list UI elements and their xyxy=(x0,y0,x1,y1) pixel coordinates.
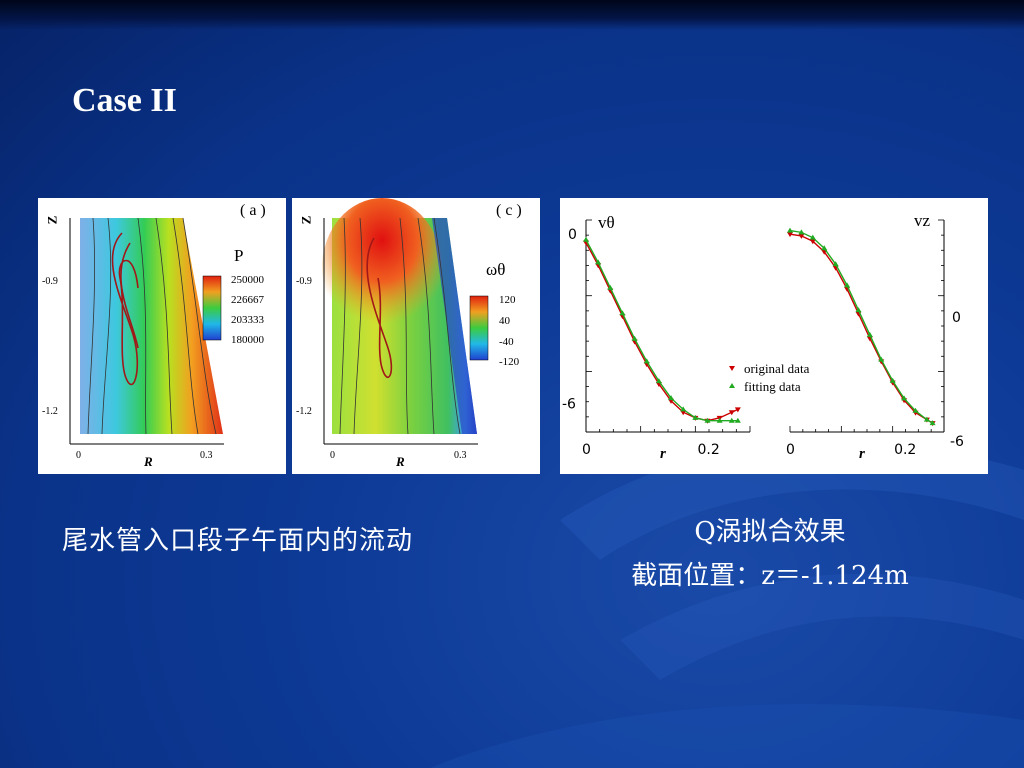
chart1-point-2 xyxy=(607,284,614,290)
chart2-point-2 xyxy=(787,227,793,233)
chart1-point-1 xyxy=(680,410,687,416)
chart1-title: vθ xyxy=(598,213,615,232)
chart2-point-2 xyxy=(889,377,896,383)
panel-c-r-tick-1: 0 xyxy=(330,450,335,461)
panel-a-legend-value-1: 250000 xyxy=(231,274,264,286)
panel-c-tag: ( c ) xyxy=(496,202,522,219)
chart2-y-tick-label: 0 xyxy=(952,310,961,326)
panel-a-z-tick-1: -0.9 xyxy=(42,276,58,287)
chart2-series-line-1 xyxy=(789,233,933,424)
panel-a-legend-value-4: 180000 xyxy=(231,334,264,346)
legend-marker-2 xyxy=(729,383,735,388)
chart2-series-line-2 xyxy=(789,229,933,424)
panel-c-r-label: R xyxy=(396,454,405,469)
chart1-x-tick-label: 0.2 xyxy=(697,442,719,458)
chart1-series-line-1 xyxy=(585,242,739,422)
chart1-point-2 xyxy=(734,417,741,423)
chart2-point-2 xyxy=(798,229,805,235)
panel-a-legend-value-3: 203333 xyxy=(231,314,264,326)
panel-c-r-tick-2: 0.3 xyxy=(454,450,467,461)
panel-c-legend-value-3: -40 xyxy=(499,336,514,348)
chart2-x-tick-label: 0.2 xyxy=(894,442,916,458)
chart2-point-1 xyxy=(787,232,793,238)
contour-panel-a: ( a ) Z -0.9 -1.2 0 0.3 R P 250000 22666… xyxy=(38,198,286,474)
contour-panel-c: ( c ) Z -0.9 -1.2 0 0.3 R ωθ 120 40 -40 … xyxy=(292,198,540,474)
caption-right: Q涡拟合效果 截面位置：z＝-1.124m xyxy=(600,510,940,598)
caption-right-line2: 截面位置：z＝-1.124m xyxy=(631,561,909,591)
top-gradient-band xyxy=(0,0,1024,30)
panel-a-legend-title: P xyxy=(234,246,244,265)
chart1-x-label: r xyxy=(660,446,666,462)
chart2-title: vz xyxy=(914,211,931,230)
chart1-point-2 xyxy=(680,406,687,412)
panel-c-legend-value-2: 40 xyxy=(499,315,510,327)
chart1-series-line-2 xyxy=(585,239,738,422)
chart1-point-2 xyxy=(583,236,589,242)
panel-a-z-label: Z xyxy=(44,215,60,225)
chart1-point-2 xyxy=(704,417,711,423)
panel-c-z-tick-2: -1.2 xyxy=(296,406,312,417)
q-vortex-fit-charts: 0 0.2 0 -6 r vθ 0 0.2 0 -6 r vz original data fitting… xyxy=(560,198,988,474)
panel-c-z-label: Z xyxy=(298,215,314,225)
chart2-point-2 xyxy=(912,407,919,413)
slide-title: Case II xyxy=(72,82,177,119)
chart1-x-tick-label: 0 xyxy=(582,442,591,458)
chart2-point-2 xyxy=(901,395,908,401)
chart2-point-2 xyxy=(929,420,936,426)
chart2-point-2 xyxy=(866,331,873,337)
chart2-point-2 xyxy=(923,416,930,422)
chart2-point-2 xyxy=(809,234,816,240)
chart1-y-tick-label: -6 xyxy=(562,397,576,413)
chart2-x-tick-label: 0 xyxy=(786,442,795,458)
chart1-point-1 xyxy=(728,410,735,416)
chart2-y-tick-label: -6 xyxy=(950,434,964,450)
panel-a-r-label: R xyxy=(144,454,153,469)
panel-a-legend-value-2: 226667 xyxy=(231,294,264,306)
panel-a-r-tick-1: 0 xyxy=(76,450,81,461)
chart2-point-2 xyxy=(832,261,839,267)
panel-c-z-tick-1: -0.9 xyxy=(296,276,312,287)
panel-a-z-tick-2: -1.2 xyxy=(42,406,58,417)
chart2-point-2 xyxy=(821,245,828,251)
chart1-point-2 xyxy=(631,335,638,341)
chart2-point-1 xyxy=(798,233,805,239)
fit-charts-svg: 0 0.2 0 -6 r vθ 0 0.2 0 -6 r vz original data fitting… xyxy=(562,211,964,462)
caption-right-line1: Q涡拟合效果 xyxy=(694,517,846,547)
chart1-y-tick-label: 0 xyxy=(568,227,577,243)
caption-left: 尾水管入口段子午面内的流动 xyxy=(62,526,414,556)
chart1-point-2 xyxy=(655,378,662,384)
legend-marker-1 xyxy=(729,366,735,371)
panel-c-legend-title: ωθ xyxy=(486,260,506,279)
chart1-point-1 xyxy=(734,407,741,413)
chart2-point-2 xyxy=(878,356,885,362)
chart2-point-2 xyxy=(855,307,862,313)
chart2-x-label: r xyxy=(859,446,865,462)
panel-a-r-tick-2: 0.3 xyxy=(200,450,213,461)
chart2-point-2 xyxy=(844,282,851,288)
chart1-point-2 xyxy=(728,417,735,423)
chart2-point-1 xyxy=(809,239,816,245)
chart1-point-2 xyxy=(643,358,650,364)
chart1-point-2 xyxy=(692,414,699,420)
legend-label-1: original data xyxy=(744,361,810,376)
panel-c-legend-value-4: -120 xyxy=(499,356,520,368)
legend-label-2: fitting data xyxy=(744,379,801,394)
chart1-point-2 xyxy=(716,417,723,423)
panel-c-legend-value-1: 120 xyxy=(499,294,516,306)
panel-a-tag: ( a ) xyxy=(240,202,266,219)
chart1-point-2 xyxy=(595,259,602,265)
chart1-point-2 xyxy=(668,395,675,401)
chart1-point-2 xyxy=(619,310,626,316)
